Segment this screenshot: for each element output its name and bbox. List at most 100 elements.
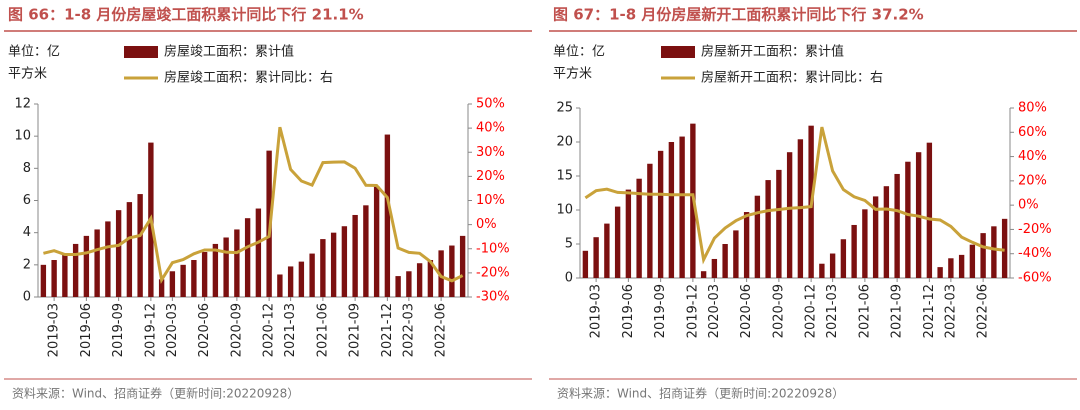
bar — [459, 235, 466, 297]
bar — [819, 263, 825, 278]
x-tick-label: 2020-03 — [165, 303, 180, 357]
bar — [776, 169, 782, 278]
x-tick-label: 2021-06 — [315, 303, 330, 357]
y-tick-label: 12 — [14, 97, 31, 112]
bar — [255, 208, 262, 297]
bar — [115, 210, 122, 297]
bar — [668, 142, 675, 278]
x-tick-label: 2019-09 — [653, 284, 668, 338]
y2-tick-label: 60% — [1018, 125, 1047, 140]
bar — [449, 245, 455, 297]
y2-tick-label: 20% — [476, 169, 505, 184]
y-tick-label: 5 — [565, 237, 573, 252]
x-tick-label: 2019-12 — [143, 303, 158, 357]
bar — [427, 260, 434, 297]
bar — [851, 224, 857, 278]
y-tick-label: 10 — [14, 129, 31, 144]
y2-tick-label: 40% — [1018, 149, 1047, 164]
x-tick-label: 2021-03 — [825, 284, 840, 338]
source: 资料来源：Wind、招商证券（更新时间:20220928） — [557, 386, 844, 401]
bar — [926, 142, 933, 278]
bar — [872, 196, 879, 278]
bar — [83, 235, 90, 297]
x-tick-label: 2019-06 — [79, 303, 94, 357]
bar — [679, 136, 685, 278]
bar — [937, 267, 943, 278]
line-series — [43, 126, 464, 285]
y2-tick-label: -20% — [476, 265, 510, 280]
y2-tick-label: 50% — [476, 97, 505, 112]
bar — [840, 239, 847, 278]
bar — [625, 189, 632, 278]
bar — [614, 206, 621, 278]
bar — [180, 264, 186, 297]
y2-tick-label: 0% — [476, 217, 497, 232]
bar — [309, 253, 315, 297]
unit-label: 平方米 — [553, 66, 592, 82]
bar — [298, 261, 305, 297]
bar — [126, 202, 133, 297]
bar — [647, 163, 653, 278]
bar — [287, 266, 294, 297]
y-tick-label: 10 — [556, 203, 573, 218]
y-tick-label: 2 — [23, 257, 31, 272]
bar — [330, 232, 337, 297]
legend-swatch — [661, 46, 695, 58]
bar — [51, 260, 57, 297]
bar — [905, 161, 911, 278]
y2-tick-label: -60% — [1018, 271, 1052, 286]
bar — [320, 239, 326, 297]
x-tick-label: 2020-12 — [262, 303, 277, 357]
bar — [829, 253, 836, 278]
bar — [948, 258, 954, 278]
y-tick-label: 20 — [556, 135, 573, 150]
x-tick-label: 2022-03 — [401, 303, 416, 357]
bar — [582, 250, 589, 278]
bar — [711, 258, 718, 278]
x-tick-label: 2020-12 — [804, 284, 819, 338]
bar — [223, 237, 229, 297]
x-tick-label: 2022-06 — [434, 303, 449, 357]
bar — [62, 253, 68, 297]
bar — [754, 195, 761, 278]
bar — [700, 271, 707, 278]
bar — [438, 250, 444, 297]
x-tick-label: 2020-06 — [197, 303, 212, 357]
y2-tick-label: -20% — [1018, 222, 1052, 237]
y2-tick-label: -10% — [476, 241, 510, 256]
x-tick-label: 2019-06 — [621, 284, 636, 338]
legend-swatch — [124, 46, 158, 58]
x-tick-label: 2020-09 — [229, 303, 244, 357]
y2-tick-label: 10% — [476, 193, 505, 208]
bar — [341, 226, 348, 297]
y2-tick-label: 80% — [1018, 101, 1047, 116]
line-series — [584, 126, 1005, 265]
y2-tick-label: 0% — [1018, 198, 1039, 213]
y-tick-label: 15 — [556, 169, 573, 184]
x-tick-label: 2021-12 — [380, 303, 395, 357]
bar — [72, 243, 79, 297]
bar — [593, 237, 599, 278]
legend-label: 房屋新开工面积：累计同比：右 — [701, 70, 883, 86]
legend-label: 房屋竣工面积：累计同比：右 — [164, 70, 333, 86]
chart-title: 图 66：1-8 月份房屋竣工面积累计同比下行 21.1% — [8, 6, 364, 24]
bar — [191, 260, 197, 297]
chart-title: 图 67：1-8 月份房屋新开工面积累计同比下行 37.2% — [553, 6, 924, 24]
bar — [743, 212, 750, 278]
legend-label: 房屋新开工面积：累计值 — [701, 44, 844, 60]
bar — [1001, 218, 1008, 278]
bar — [786, 152, 793, 278]
bar — [105, 221, 111, 297]
bar — [277, 274, 283, 297]
x-tick-label: 2021-12 — [922, 284, 937, 338]
bar — [384, 134, 391, 297]
source: 资料来源：Wind、招商证券（更新时间:20220928） — [12, 386, 299, 401]
y2-tick-label: -30% — [476, 290, 510, 305]
bar — [604, 223, 610, 278]
bar — [733, 230, 739, 278]
y-tick-label: 4 — [23, 225, 31, 240]
x-tick-label: 2021-03 — [283, 303, 298, 357]
bar — [395, 276, 401, 297]
bar — [636, 178, 642, 278]
bar — [158, 279, 165, 297]
